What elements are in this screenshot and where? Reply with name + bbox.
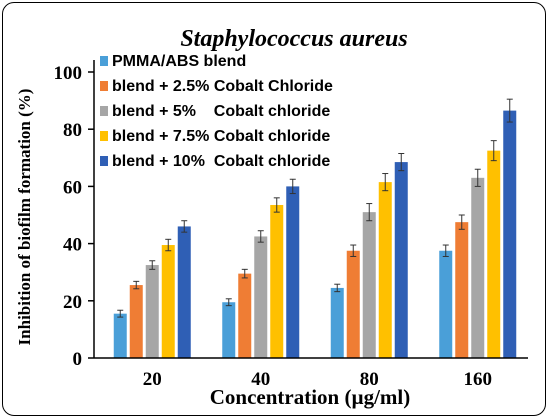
bar	[378, 182, 392, 358]
plot-area: 0 20 40 60 80 100 20 40 80 160	[54, 60, 528, 390]
bar	[487, 150, 501, 358]
bar	[161, 245, 175, 358]
legend-label: blend + 7.5% Cobalt chloride	[112, 128, 330, 145]
y-tick-label: 20	[63, 292, 82, 313]
bar	[503, 110, 517, 358]
y-tick-label: 60	[63, 177, 82, 198]
bar	[394, 162, 408, 358]
x-tick-label: 80	[360, 369, 379, 390]
y-tick-label: 100	[54, 63, 83, 84]
x-tick-label: 160	[464, 369, 493, 390]
legend-swatch	[100, 56, 108, 66]
legend-label: blend + 5% Cobalt chloride	[112, 103, 330, 120]
y-axis-title: Inhibition of biofilm formation (%)	[15, 89, 34, 346]
x-tick-label: 20	[143, 369, 162, 390]
y-tick-label: 0	[73, 349, 83, 370]
x-tick-label: 40	[251, 369, 270, 390]
y-tick-label: 40	[63, 235, 82, 256]
bar	[471, 177, 485, 358]
bar	[177, 226, 191, 358]
bar	[330, 287, 344, 358]
legend-label: blend + 2.5% Cobalt Chloride	[112, 78, 333, 95]
bar	[286, 186, 300, 358]
bar	[145, 265, 159, 358]
bar	[113, 313, 127, 358]
bar	[455, 222, 469, 358]
bar	[222, 302, 236, 358]
chart-title: Staphylococcus aureus	[180, 26, 407, 52]
legend-label: PMMA/ABS blend	[112, 53, 246, 70]
legend-swatch	[100, 81, 108, 91]
bar	[439, 250, 453, 358]
legend: PMMA/ABS blend blend + 2.5% Cobalt Chlori…	[100, 53, 333, 170]
legend-label: blend + 10% Cobalt chloride	[112, 153, 330, 170]
bar	[346, 250, 360, 358]
bar	[238, 273, 252, 358]
x-axis-title: Concentration (µg/ml)	[210, 385, 410, 409]
legend-swatch	[100, 131, 108, 141]
bar	[270, 204, 284, 358]
y-tick-label: 80	[63, 120, 82, 141]
bar	[362, 212, 376, 358]
bar	[254, 236, 268, 358]
bar	[129, 285, 143, 358]
legend-swatch	[100, 156, 108, 166]
legend-swatch	[100, 106, 108, 116]
